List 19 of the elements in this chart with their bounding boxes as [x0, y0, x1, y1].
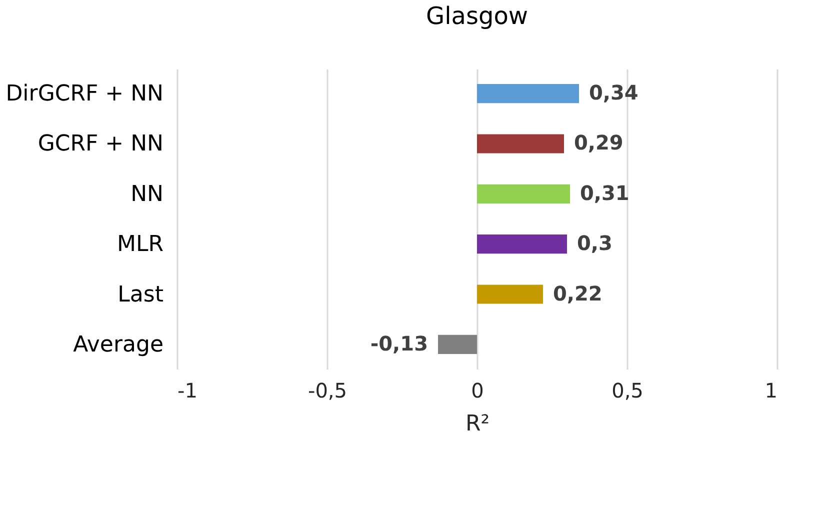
data-label: 0,31: [580, 180, 630, 205]
data-label: 0,22: [553, 281, 602, 306]
x-tick-label: 0: [471, 378, 484, 402]
data-label: 0,3: [577, 231, 612, 256]
data-label: 0,29: [574, 130, 624, 155]
data-label: -0,13: [370, 331, 428, 356]
x-tick-label: 1: [764, 378, 778, 402]
x-tick-label: 0,5: [612, 378, 644, 402]
y-tick-label: Average: [73, 332, 164, 358]
data-label: 0,34: [589, 80, 638, 105]
y-tick-label: NN: [130, 182, 164, 207]
chart-title: Glasgow: [426, 2, 528, 30]
y-tick-label: DirGCRF + NN: [6, 82, 164, 107]
x-axis-title: R²: [465, 412, 490, 436]
x-tick-label: -0,5: [308, 378, 348, 402]
x-tick-label: -1: [178, 378, 198, 402]
y-tick-label: MLR: [116, 232, 164, 258]
y-tick-label: Last: [118, 282, 164, 308]
y-tick-label: GCRF + NN: [38, 132, 164, 157]
